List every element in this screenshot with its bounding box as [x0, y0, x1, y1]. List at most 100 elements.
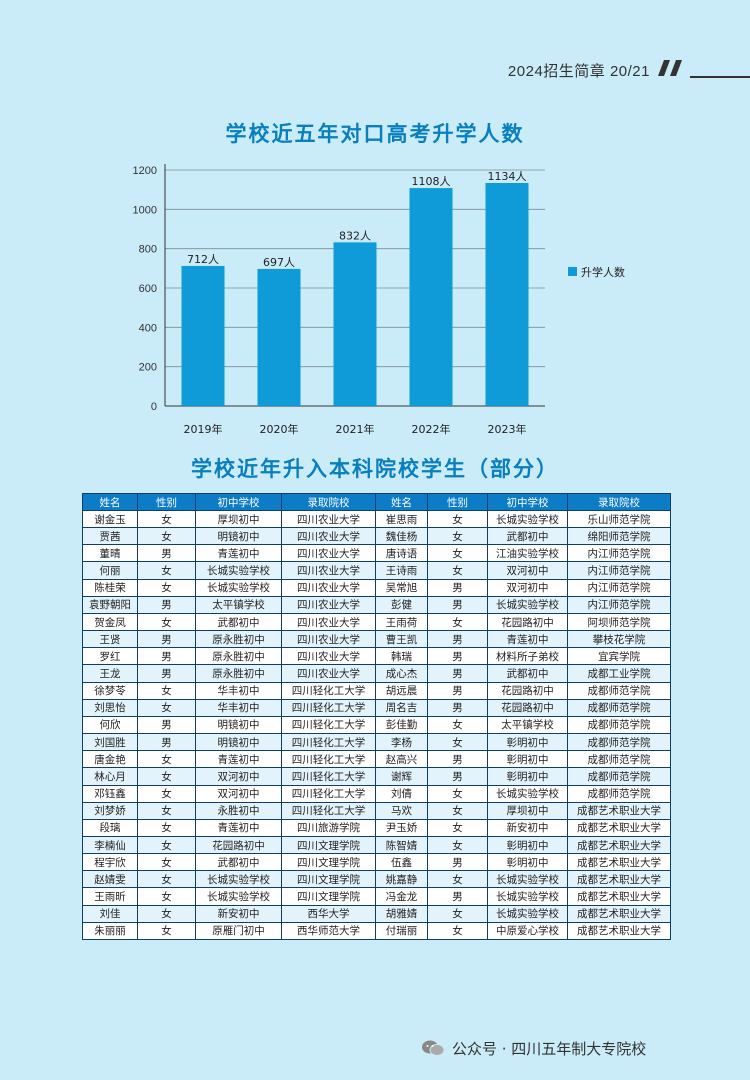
table-row: 贾茜女明镜初中 四川农业大学 魏佳杨女武都初中 绵阳师范学院 — [82, 527, 671, 546]
table-row: 李楠仙女花园路初中 四川文理学院 陈智婧女彰明初中 成都艺术职业大学 — [82, 835, 671, 855]
header-rule — [690, 76, 750, 78]
table-cell: 华丰初中 — [195, 681, 282, 700]
table-cell: 男 — [427, 698, 488, 717]
table-cell: 内江师范学院 — [567, 595, 671, 614]
x-tick-label: 2021年 — [336, 422, 375, 436]
table-cell: 成都师范学院 — [567, 784, 671, 803]
table-row: 段璃女青莲初中 四川旅游学院 尹玉娇女新安初中 成都艺术职业大学 — [82, 818, 671, 837]
table-cell: 彰明初中 — [487, 767, 568, 786]
table-cell: 女 — [137, 509, 196, 529]
table-cell: 新安初中 — [195, 904, 282, 923]
y-tick-label: 200 — [139, 362, 157, 374]
table-cell: 原永胜初中 — [195, 630, 282, 649]
table-cell: 女 — [137, 578, 196, 597]
table-cell: 曹王凯 — [375, 630, 428, 649]
table-cell: 长城实验学校 — [487, 784, 568, 803]
table-cell: 长城实验学校 — [487, 509, 568, 529]
column-header: 姓名 — [375, 493, 428, 511]
table-cell: 双河初中 — [195, 784, 282, 803]
table-cell: 成都艺术职业大学 — [567, 887, 671, 906]
table-cell: 四川轻化工大学 — [281, 698, 376, 717]
table-cell: 内江师范学院 — [567, 561, 671, 580]
table-cell: 王雨昕 — [82, 887, 138, 906]
table-cell: 胡远晨 — [375, 681, 428, 700]
table-cell: 青莲初中 — [195, 818, 282, 837]
table-cell: 四川农业大学 — [281, 527, 376, 546]
table-cell: 彰明初中 — [487, 733, 568, 752]
data-label: 832人 — [339, 229, 371, 242]
wechat-icon — [422, 1040, 445, 1056]
table-cell: 男 — [427, 853, 488, 872]
table-cell: 青莲初中 — [487, 630, 568, 649]
table-cell: 程宇欣 — [82, 853, 138, 872]
table-cell: 厚坝初中 — [487, 801, 568, 820]
table-row: 何丽女长城实验学校 四川农业大学 王诗雨女双河初中 内江师范学院 — [82, 561, 671, 580]
table-cell: 徐梦苓 — [82, 681, 138, 700]
table-cell: 长城实验学校 — [487, 870, 568, 889]
table-row: 董晴男青莲初中 四川农业大学 唐诗语女江油实验学校 内江师范学院 — [82, 544, 671, 563]
header-text: 2024招生简章 20/21 — [507, 63, 650, 80]
table-cell: 武都初中 — [195, 612, 282, 632]
table-cell: 长城实验学校 — [487, 904, 568, 923]
table-cell: 绵阳师范学院 — [567, 527, 671, 546]
table-cell: 四川农业大学 — [281, 664, 376, 683]
table-cell: 明镜初中 — [195, 715, 282, 735]
table-cell: 林心月 — [82, 767, 138, 786]
table-cell: 成都师范学院 — [567, 715, 671, 735]
table-cell: 西华师范大学 — [281, 921, 376, 941]
table-cell: 贾茜 — [82, 527, 138, 546]
table-cell: 武都初中 — [487, 664, 568, 683]
table-cell: 花园路初中 — [195, 835, 282, 855]
table-cell: 崔思雨 — [375, 509, 428, 529]
y-tick-label: 0 — [151, 401, 157, 413]
table-cell: 成都师范学院 — [567, 767, 671, 786]
table-cell: 男 — [427, 767, 488, 786]
table-row: 赵婧雯女长城实验学校 四川文理学院 姚嘉静女长城实验学校 成都艺术职业大学 — [82, 870, 671, 889]
bar-chart: 0 200 400 600 800 1000 1200 712人 2019年 697人 2020年 8… — [133, 164, 625, 436]
table-cell: 唐金艳 — [82, 750, 138, 769]
column-header: 初中学校 — [195, 493, 282, 511]
table-cell: 彰明初中 — [487, 835, 568, 855]
column-header: 姓名 — [82, 493, 138, 511]
table-row: 程宇欣女武都初中 四川文理学院 伍鑫男彰明初中 成都艺术职业大学 — [82, 853, 671, 872]
table-cell: 武都初中 — [195, 853, 282, 872]
table-cell: 四川农业大学 — [281, 578, 376, 597]
table-cell: 邓钰鑫 — [82, 784, 138, 803]
table-cell: 刘倩 — [375, 784, 428, 803]
table-cell: 武都初中 — [487, 527, 568, 546]
table-cell: 长城实验学校 — [195, 887, 282, 906]
table-cell: 女 — [427, 801, 488, 820]
table-cell: 四川轻化工大学 — [281, 715, 376, 735]
table-cell: 马欢 — [375, 801, 428, 820]
table-cell: 男 — [137, 664, 196, 683]
table-cell: 女 — [137, 527, 196, 546]
table-title: 学校近年升入本科院校学生（部分） — [191, 457, 559, 481]
table-row: 王龙男原永胜初中 四川农业大学 成心杰男武都初中 成都工业学院 — [82, 664, 671, 683]
bar — [409, 188, 453, 406]
table-cell: 女 — [137, 870, 196, 889]
header-slash-mark-icon — [658, 60, 682, 76]
table-cell: 成都艺术职业大学 — [567, 870, 671, 889]
table-cell: 青莲初中 — [195, 544, 282, 563]
table-cell: 内江师范学院 — [567, 544, 671, 563]
table-cell: 女 — [427, 784, 488, 803]
table-cell: 男 — [137, 715, 196, 735]
table-cell: 彭健 — [375, 595, 428, 614]
table-cell: 成都工业学院 — [567, 664, 671, 683]
table-cell: 刘佳 — [82, 904, 138, 923]
table-cell: 刘思怡 — [82, 698, 138, 717]
chart-title: 学校近五年对口高考升学人数 — [225, 122, 525, 146]
data-label: 697人 — [263, 256, 295, 269]
table-cell: 女 — [427, 733, 488, 752]
table-cell: 四川轻化工大学 — [281, 801, 376, 820]
table-cell: 女 — [427, 612, 488, 632]
table-cell: 男 — [137, 595, 196, 614]
table-cell: 谢金玉 — [82, 509, 138, 529]
table-cell: 付瑞丽 — [375, 921, 428, 941]
x-tick-label: 2019年 — [184, 422, 223, 436]
table-cell: 女 — [427, 835, 488, 855]
table-row: 袁野朝阳男太平镇学校 四川农业大学 彭健男长城实验学校 内江师范学院 — [82, 595, 671, 614]
bar — [485, 182, 529, 406]
table-header-row: 姓名 性别 初中学校 录取院校 姓名 性别 初中学校 录取院校 — [82, 493, 671, 511]
table-row: 刘佳女新安初中 西华大学 胡雅婧女长城实验学校 成都艺术职业大学 — [82, 904, 671, 923]
